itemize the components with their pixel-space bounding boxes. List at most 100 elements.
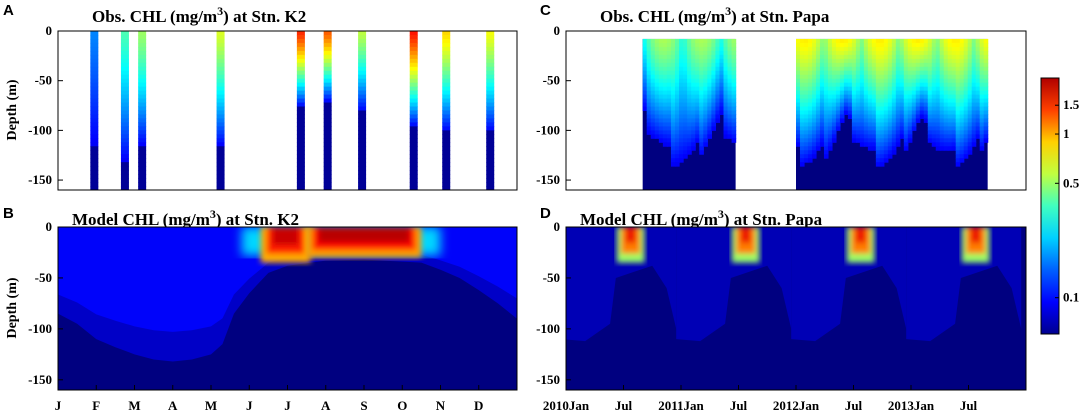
obs-cell bbox=[711, 66, 717, 72]
profile-cell bbox=[358, 106, 367, 111]
obs-cell bbox=[807, 134, 813, 139]
obs-cell bbox=[955, 62, 961, 68]
obs-cell bbox=[879, 86, 885, 92]
obs-cell bbox=[670, 138, 676, 143]
obs-cell bbox=[666, 122, 672, 127]
obs-cell bbox=[699, 142, 704, 147]
obs-cell bbox=[658, 98, 664, 104]
obs-cell bbox=[927, 102, 933, 108]
profile-cell bbox=[296, 58, 305, 64]
panel-a-title: Obs. CHL (mg/m3) at Stn. K2 bbox=[92, 4, 306, 26]
obs-cell bbox=[875, 146, 881, 151]
obs-cell bbox=[935, 130, 941, 135]
obs-cell bbox=[871, 122, 877, 127]
profile-cell bbox=[486, 86, 495, 92]
obs-cell bbox=[923, 62, 929, 68]
profile-cell bbox=[358, 130, 367, 135]
profile-cell bbox=[442, 106, 451, 111]
profile-bar bbox=[358, 31, 367, 190]
obs-cell bbox=[875, 102, 881, 108]
obs-cell bbox=[979, 42, 985, 48]
obs-cell bbox=[983, 38, 989, 44]
obs-cell bbox=[843, 38, 849, 44]
obs-cell bbox=[727, 86, 733, 92]
profile-cell bbox=[358, 82, 367, 88]
obs-cell bbox=[646, 70, 652, 76]
obs-cell bbox=[803, 54, 809, 60]
obs-cell bbox=[875, 142, 881, 147]
obs-cell bbox=[811, 138, 817, 143]
obs-cell bbox=[723, 66, 729, 72]
obs-cell bbox=[811, 114, 817, 119]
obs-cell bbox=[975, 106, 981, 111]
obs-cell bbox=[907, 114, 913, 119]
profile-cell bbox=[442, 94, 451, 100]
obs-cell bbox=[943, 114, 949, 119]
profile-cell bbox=[409, 130, 418, 135]
obs-cell bbox=[951, 90, 957, 96]
obs-cell bbox=[699, 70, 704, 76]
obs-cell bbox=[847, 98, 853, 104]
obs-cell bbox=[959, 106, 965, 111]
obs-cell bbox=[947, 42, 953, 48]
obs-cell bbox=[871, 46, 877, 52]
obs-cell bbox=[967, 62, 973, 68]
obs-cell bbox=[815, 114, 821, 119]
profile-cell bbox=[90, 90, 99, 96]
obs-cell bbox=[666, 42, 672, 48]
profile-cell bbox=[120, 46, 129, 52]
obs-cell bbox=[911, 94, 917, 100]
profile-cell bbox=[323, 150, 332, 155]
obs-cell bbox=[691, 142, 696, 147]
obs-cell bbox=[679, 74, 684, 80]
obs-cell bbox=[871, 114, 877, 119]
obs-cell bbox=[863, 38, 869, 44]
obs-cell bbox=[879, 90, 885, 96]
obs-cell bbox=[859, 98, 865, 104]
profile-cell bbox=[358, 78, 367, 84]
obs-cell bbox=[971, 58, 977, 64]
obs-cell bbox=[907, 126, 913, 131]
obs-cell bbox=[887, 146, 893, 151]
obs-cell bbox=[662, 46, 668, 52]
profile-cell bbox=[120, 34, 129, 40]
profile-cell bbox=[90, 106, 99, 111]
obs-cell bbox=[658, 118, 664, 123]
obs-cell bbox=[719, 82, 725, 88]
obs-cell bbox=[859, 90, 865, 96]
obs-cell bbox=[731, 82, 737, 88]
obs-cell bbox=[947, 54, 953, 60]
obs-cell bbox=[646, 110, 652, 115]
obs-cell bbox=[915, 78, 921, 84]
profile-cell bbox=[296, 98, 305, 104]
obs-cell bbox=[835, 78, 841, 84]
obs-cell bbox=[666, 130, 672, 135]
obs-cell bbox=[883, 62, 889, 68]
obs-cell bbox=[823, 110, 829, 115]
obs-cell bbox=[883, 38, 889, 44]
obs-cell bbox=[642, 54, 648, 60]
obs-cell bbox=[867, 98, 873, 104]
obs-cell bbox=[650, 110, 656, 115]
obs-cell bbox=[959, 138, 965, 143]
obs-cell bbox=[847, 78, 853, 84]
obs-cell bbox=[723, 122, 729, 127]
profile-cell bbox=[90, 178, 99, 183]
obs-cell bbox=[907, 38, 913, 44]
obs-cell bbox=[723, 82, 729, 88]
obs-cell bbox=[707, 122, 712, 127]
obs-cell bbox=[891, 146, 897, 151]
obs-cell bbox=[796, 82, 801, 88]
obs-cell bbox=[707, 54, 712, 60]
obs-cell bbox=[711, 90, 717, 96]
profile-cell bbox=[486, 54, 495, 60]
obs-cell bbox=[799, 118, 805, 123]
obs-cell bbox=[811, 58, 817, 64]
obs-cell bbox=[670, 154, 676, 159]
obs-cell bbox=[666, 118, 672, 123]
obs-cell bbox=[727, 102, 733, 108]
obs-cell bbox=[650, 58, 656, 64]
obs-cell bbox=[951, 118, 957, 123]
obs-cell bbox=[859, 38, 865, 44]
x-tick-label: Jul bbox=[960, 398, 978, 413]
